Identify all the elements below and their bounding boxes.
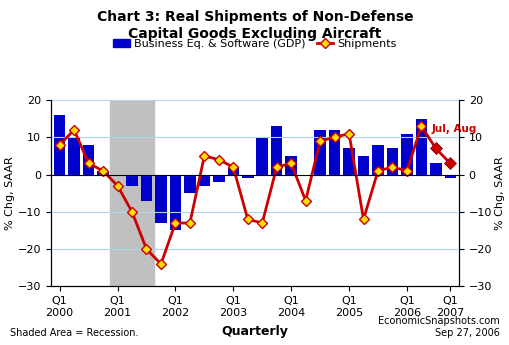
Text: Jul, Aug: Jul, Aug [431,124,476,134]
Y-axis label: % Chg, SAAR: % Chg, SAAR [494,156,504,230]
Bar [126,175,137,186]
Bar [227,167,239,175]
Bar [241,175,253,178]
Bar [285,156,296,175]
Bar [169,175,181,230]
Bar [82,145,94,175]
Legend: Business Eq. & Software (GDP), Shipments: Business Eq. & Software (GDP), Shipments [108,35,401,54]
Bar [54,115,65,175]
Bar [357,156,369,175]
Bar [372,145,383,175]
Bar [314,130,325,175]
Bar [198,175,210,186]
Bar [343,148,354,175]
Bar [213,175,224,182]
Bar [110,100,153,286]
Text: EconomicSnapshots.com
Sep 27, 2006: EconomicSnapshots.com Sep 27, 2006 [377,316,499,338]
Bar [155,175,166,223]
Bar [386,148,398,175]
Bar [140,175,152,201]
Bar [429,164,441,175]
Bar [97,171,108,175]
Bar [256,137,268,175]
Text: Shaded Area = Recession.: Shaded Area = Recession. [10,328,138,338]
Text: Quarterly: Quarterly [221,325,288,338]
Text: Chart 3: Real Shipments of Non-Defense
Capital Goods Excluding Aircraft: Chart 3: Real Shipments of Non-Defense C… [97,10,412,41]
Bar [68,137,80,175]
Bar [328,130,340,175]
Bar [401,134,412,175]
Bar [444,175,455,178]
Bar [184,175,195,193]
Bar [415,119,427,175]
Y-axis label: % Chg, SAAR: % Chg, SAAR [5,156,15,230]
Bar [270,126,282,175]
